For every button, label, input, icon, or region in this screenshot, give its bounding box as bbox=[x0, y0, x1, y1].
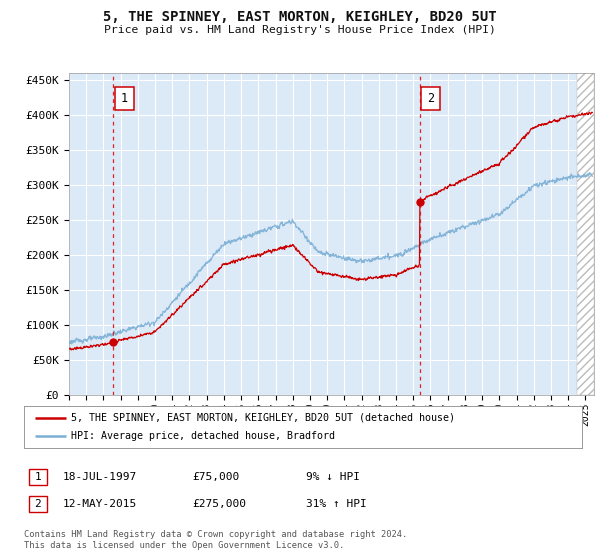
Bar bbox=[577, 73, 594, 395]
Text: 31% ↑ HPI: 31% ↑ HPI bbox=[306, 499, 367, 509]
Text: 5, THE SPINNEY, EAST MORTON, KEIGHLEY, BD20 5UT (detached house): 5, THE SPINNEY, EAST MORTON, KEIGHLEY, B… bbox=[71, 413, 455, 423]
Text: Price paid vs. HM Land Registry's House Price Index (HPI): Price paid vs. HM Land Registry's House … bbox=[104, 25, 496, 35]
Text: 2: 2 bbox=[427, 92, 434, 105]
Text: 9% ↓ HPI: 9% ↓ HPI bbox=[306, 472, 360, 482]
Text: 12-MAY-2015: 12-MAY-2015 bbox=[63, 499, 137, 509]
Bar bbox=[577, 73, 594, 395]
FancyBboxPatch shape bbox=[115, 87, 134, 110]
Text: 18-JUL-1997: 18-JUL-1997 bbox=[63, 472, 137, 482]
Text: 1: 1 bbox=[34, 472, 41, 482]
FancyBboxPatch shape bbox=[421, 87, 440, 110]
Text: HPI: Average price, detached house, Bradford: HPI: Average price, detached house, Brad… bbox=[71, 431, 335, 441]
Text: 5, THE SPINNEY, EAST MORTON, KEIGHLEY, BD20 5UT: 5, THE SPINNEY, EAST MORTON, KEIGHLEY, B… bbox=[103, 10, 497, 24]
Text: 2: 2 bbox=[34, 499, 41, 509]
Text: Contains HM Land Registry data © Crown copyright and database right 2024.
This d: Contains HM Land Registry data © Crown c… bbox=[24, 530, 407, 550]
Text: £275,000: £275,000 bbox=[192, 499, 246, 509]
Text: 1: 1 bbox=[121, 92, 128, 105]
Text: £75,000: £75,000 bbox=[192, 472, 239, 482]
